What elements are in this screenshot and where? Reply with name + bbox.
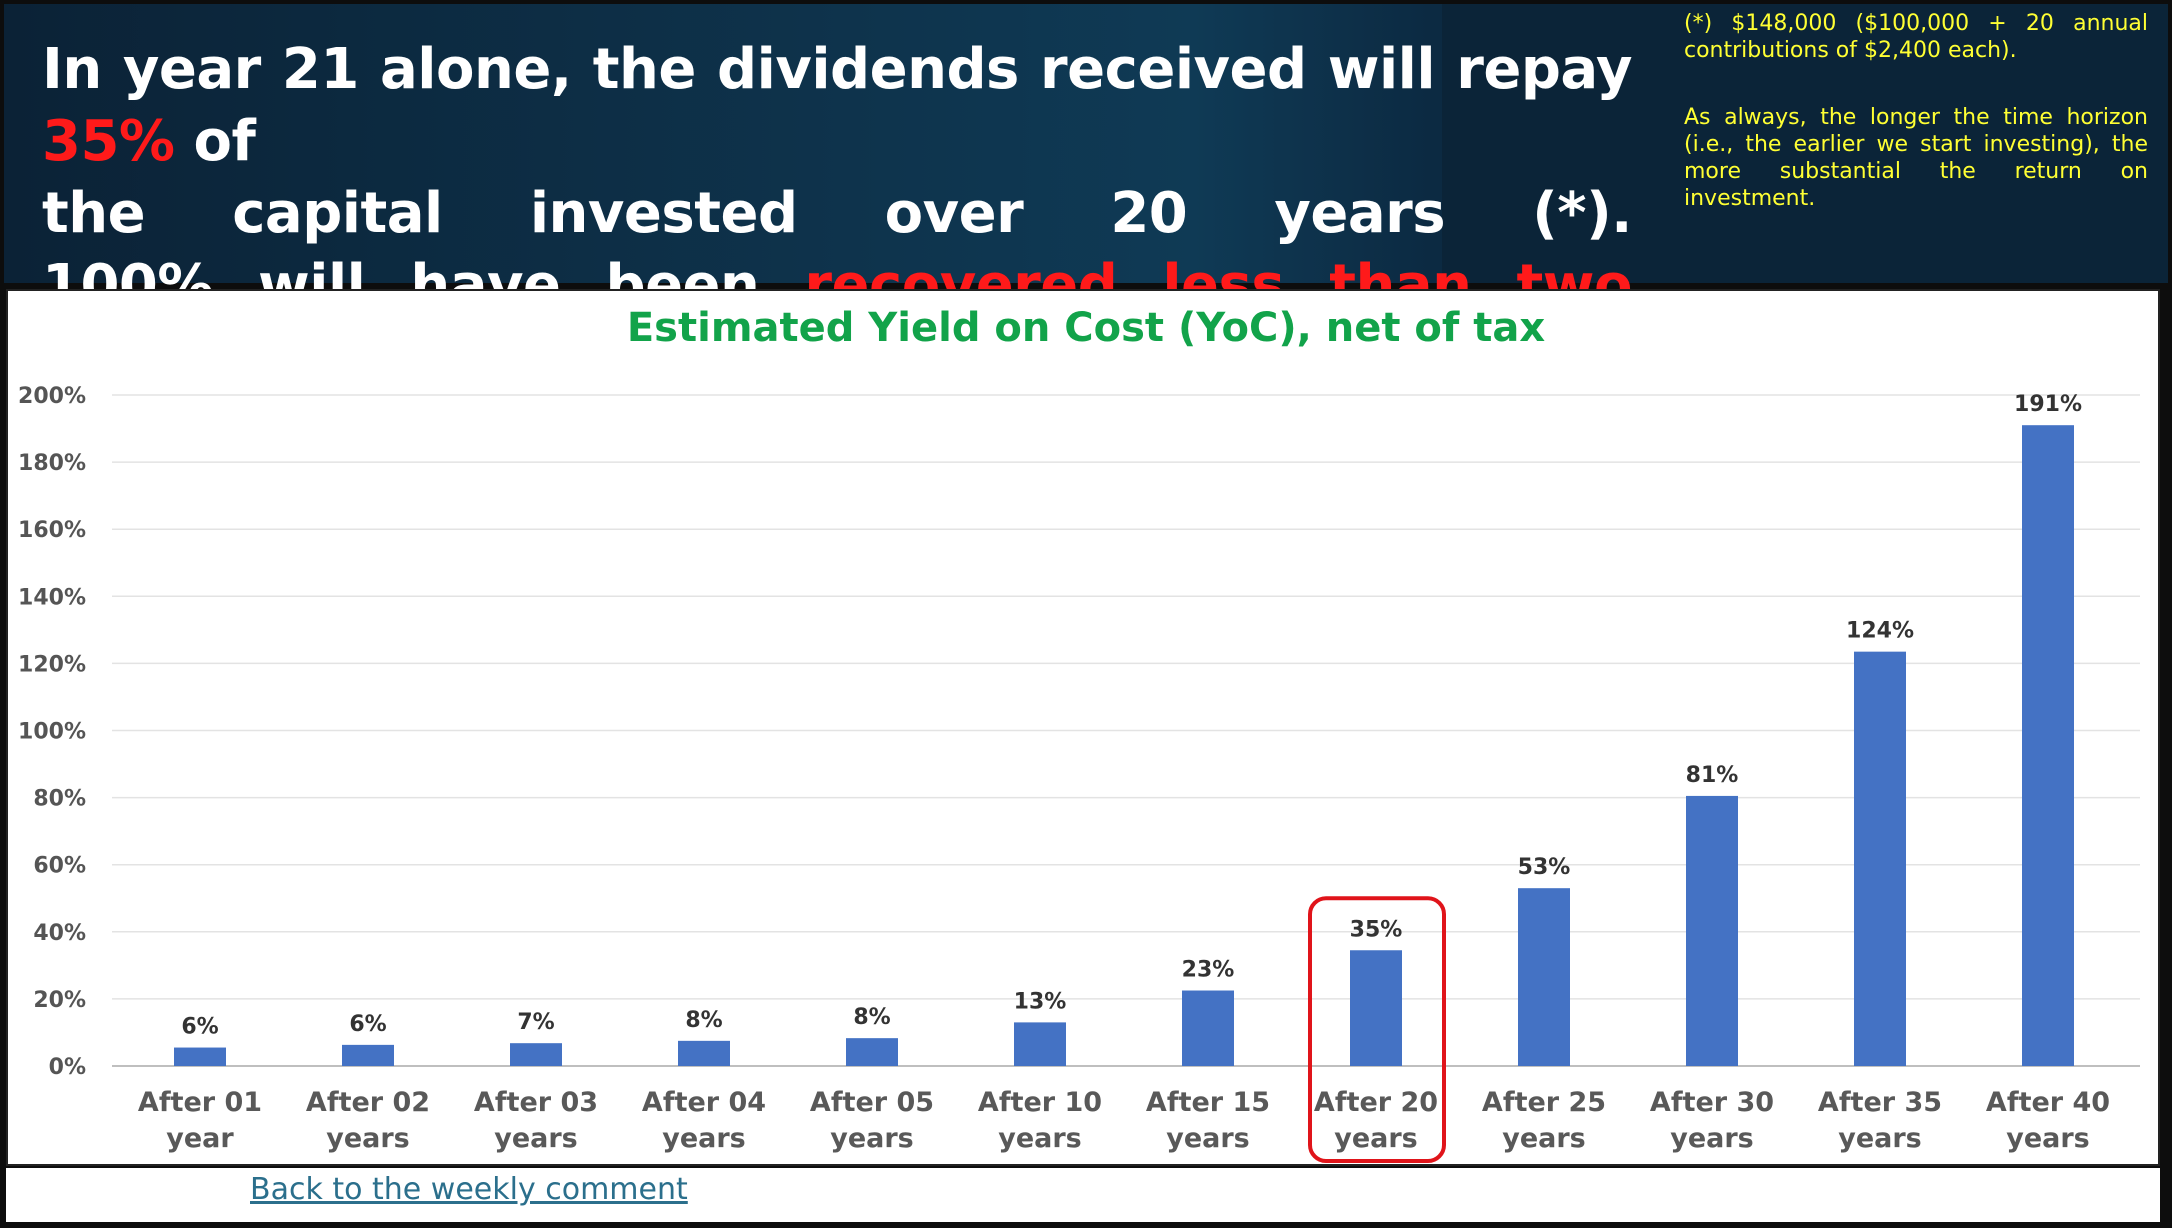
bar [1350, 950, 1402, 1066]
highlight-box [1308, 896, 1446, 1163]
x-tick-label: years [1838, 1123, 1922, 1154]
x-tick-label: years [662, 1123, 746, 1154]
x-tick-label: years [2006, 1123, 2090, 1154]
x-tick-label: After 15 [1146, 1087, 1270, 1118]
footer-strip [6, 1168, 2160, 1222]
y-tick-label: 140% [18, 585, 86, 610]
y-tick-label: 200% [18, 384, 86, 409]
y-tick-label: 80% [33, 787, 86, 812]
chart-title: Estimated Yield on Cost (YoC), net of ta… [627, 305, 1545, 351]
headline-text-2: of [174, 109, 256, 174]
bar [1518, 888, 1570, 1066]
x-tick-label: years [494, 1123, 578, 1154]
y-tick-label: 20% [33, 988, 86, 1013]
data-label: 191% [2014, 392, 2082, 417]
headline-word: invested [529, 181, 798, 246]
x-tick-label: After 40 [1986, 1087, 2110, 1118]
bar [678, 1040, 730, 1066]
y-tick-label: 120% [18, 652, 86, 677]
x-tick-label: years [1670, 1123, 1754, 1154]
bar [1686, 795, 1738, 1066]
x-tick-label: After 20 [1314, 1087, 1438, 1118]
data-label: 8% [685, 1008, 722, 1033]
x-tick-label: After 05 [810, 1087, 934, 1118]
bar [2022, 425, 2074, 1066]
x-tick-label: years [830, 1123, 914, 1154]
x-tick-label: After 04 [642, 1087, 766, 1118]
x-tick-label: After 30 [1650, 1087, 1774, 1118]
headline-word: 20 [1110, 181, 1188, 246]
headline-word: capital [232, 181, 443, 246]
data-label: 81% [1686, 763, 1739, 788]
x-tick-label: years [326, 1123, 410, 1154]
headline-text-1: In year 21 alone, the dividends received… [42, 37, 1633, 102]
headline-word: (*). [1532, 181, 1632, 246]
headline-word: over [884, 181, 1024, 246]
notes: (*) $148,000 ($100,000 + 20 annual contr… [1684, 10, 2148, 252]
bar [846, 1038, 898, 1066]
x-tick-label: years [1166, 1123, 1250, 1154]
bar [174, 1047, 226, 1066]
data-label: 124% [1846, 619, 1914, 644]
chart-panel: Estimated Yield on Cost (YoC), net of ta… [6, 289, 2160, 1166]
bar [342, 1044, 394, 1066]
footnote: (*) $148,000 ($100,000 + 20 annual contr… [1684, 11, 2148, 63]
headline-word: years [1274, 181, 1446, 246]
x-tick-label: After 02 [306, 1087, 430, 1118]
data-label: 23% [1182, 958, 1235, 983]
data-label: 35% [1350, 917, 1403, 942]
x-tick-label: After 25 [1482, 1087, 1606, 1118]
y-tick-label: 100% [18, 720, 86, 745]
y-tick-label: 160% [18, 518, 86, 543]
y-tick-label: 60% [33, 854, 86, 879]
y-tick-label: 180% [18, 451, 86, 476]
notes-panel [1442, 4, 2168, 283]
yoc-bar-chart: Estimated Yield on Cost (YoC), net of ta… [18, 305, 2140, 1163]
x-tick-label: After 10 [978, 1087, 1102, 1118]
y-tick-label: 0% [49, 1055, 86, 1080]
remark: As always, the longer the time horizon (… [1684, 105, 2148, 211]
bar [1854, 651, 1906, 1066]
data-label: 7% [517, 1010, 554, 1035]
back-to-weekly-comment-link[interactable]: Back to the weekly comment [250, 1172, 688, 1207]
x-tick-label: After 01 [138, 1087, 262, 1118]
x-tick-label: After 35 [1818, 1087, 1942, 1118]
headline-highlight-percent: 35% [42, 109, 175, 174]
x-tick-label: years [1334, 1123, 1418, 1154]
data-label: 6% [181, 1015, 218, 1040]
headline-line-1: In year 21 alone, the dividends received… [42, 34, 1633, 178]
x-tick-label: years [998, 1123, 1082, 1154]
x-tick-label: years [1502, 1123, 1586, 1154]
x-tick-label: After 03 [474, 1087, 598, 1118]
bar [1182, 990, 1234, 1066]
headline-line-2: the capital invested over 20 years (*). [42, 178, 1632, 250]
headline-word: the [42, 181, 146, 246]
bar [1014, 1022, 1066, 1066]
bar [510, 1043, 562, 1066]
data-label: 8% [853, 1005, 890, 1030]
x-tick-label: year [166, 1123, 234, 1154]
y-tick-label: 40% [33, 921, 86, 946]
data-label: 13% [1014, 989, 1067, 1014]
data-label: 6% [349, 1012, 386, 1037]
data-label: 53% [1518, 855, 1571, 880]
